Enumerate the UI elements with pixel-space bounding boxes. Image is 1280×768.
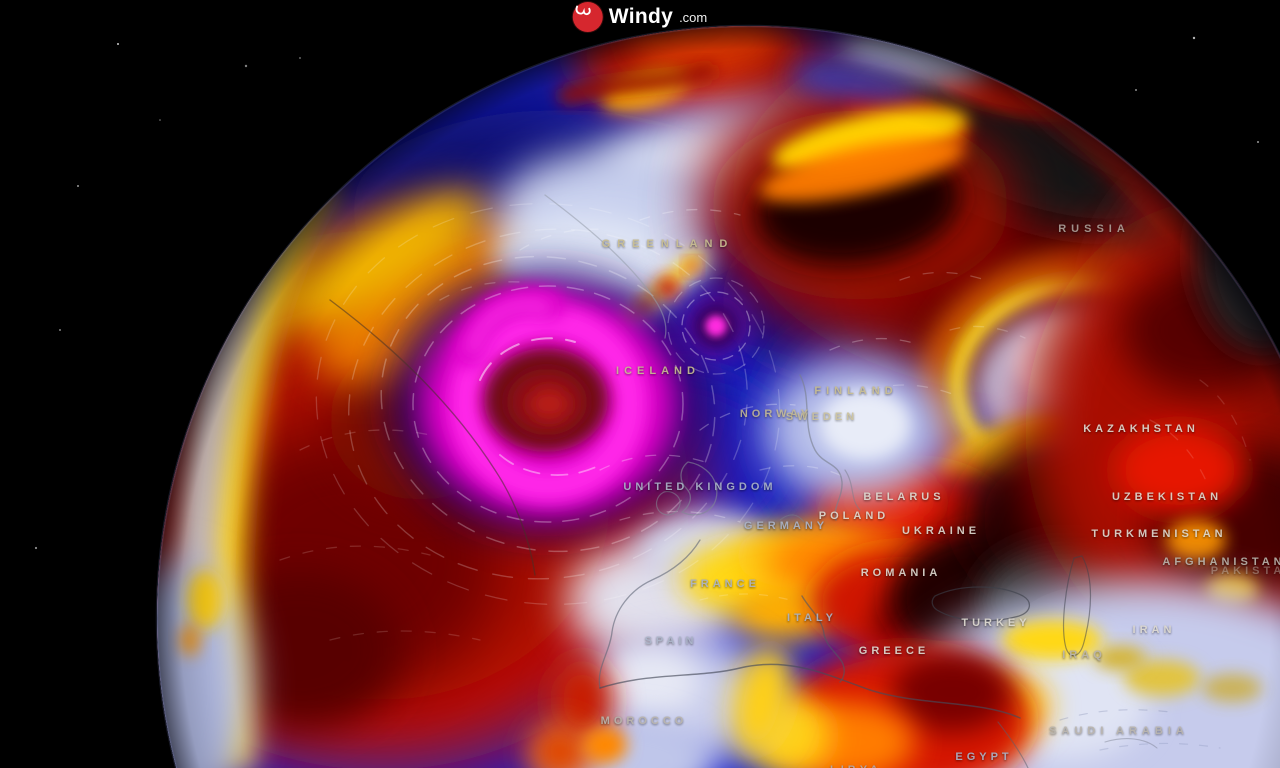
windy-swirl-icon	[572, 2, 603, 32]
windy-logo[interactable]: Windy .com	[572, 1, 708, 33]
brand-name: Windy	[608, 5, 674, 28]
brand-suffix: .com	[679, 9, 708, 25]
globe-anomaly-field	[157, 26, 1280, 768]
globe-rim	[155, 24, 1280, 768]
